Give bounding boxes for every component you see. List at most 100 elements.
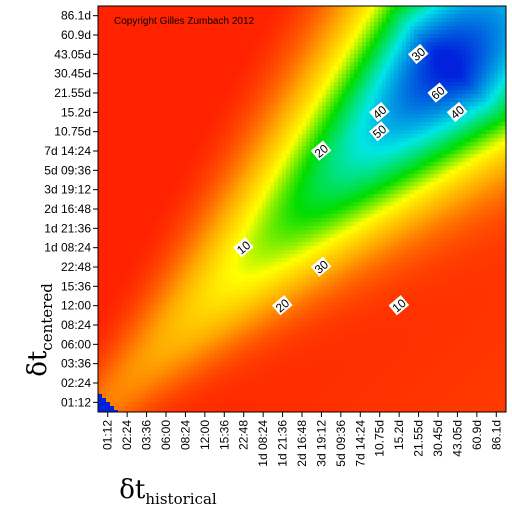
heatmap-cell [218,6,223,11]
heatmap-cell [158,6,163,11]
heatmap-cell [118,162,123,167]
heatmap-cell [238,238,243,243]
heatmap-cell [150,330,155,335]
heatmap-cell [118,206,123,211]
heatmap-cell [186,182,191,187]
heatmap-cell [254,206,259,211]
heatmap-cell [158,198,163,203]
heatmap-cell [110,154,115,159]
heatmap-cell [230,118,235,123]
heatmap-cell [122,282,127,287]
heatmap-cell [226,386,231,391]
heatmap-cell [214,366,219,371]
heatmap-cell [126,98,131,103]
heatmap-cell [218,82,223,87]
heatmap-cell [282,342,287,347]
heatmap-cell [254,306,259,311]
heatmap-cell [110,170,115,175]
heatmap-cell [158,106,163,111]
heatmap-cell [234,10,239,15]
heatmap-cell [278,130,283,135]
heatmap-cell [138,146,143,151]
heatmap-cell [254,130,259,135]
heatmap-cell [166,326,171,331]
heatmap-cell [278,150,283,155]
heatmap-cell [134,126,139,131]
heatmap-cell [146,34,151,39]
heatmap-cell [162,402,167,407]
heatmap-cell [102,250,107,255]
heatmap-cell [254,394,259,399]
heatmap-cell [146,114,151,119]
heatmap-cell [122,406,127,411]
heatmap-cell [258,94,263,99]
heatmap-cell [230,42,235,47]
heatmap-cell [106,402,111,407]
heatmap-cell [278,178,283,183]
heatmap-cell [122,198,127,203]
heatmap-cell [218,114,223,119]
heatmap-cell [178,410,183,412]
heatmap-cell [198,354,203,359]
heatmap-cell [194,390,199,395]
heatmap-cell [230,274,235,279]
heatmap-cell [150,158,155,163]
heatmap-cell [278,22,283,27]
heatmap-cell [214,94,219,99]
heatmap-cell [234,46,239,51]
heatmap-cell [262,206,267,211]
heatmap-cell [274,322,279,327]
heatmap-cell [170,246,175,251]
heatmap-cell [286,130,291,135]
heatmap-cell [222,26,227,31]
heatmap-cell [146,14,151,19]
heatmap-cell [158,230,163,235]
heatmap-cell [154,202,159,207]
heatmap-cell [254,350,259,355]
heatmap-cell [214,326,219,331]
heatmap-cell [162,6,167,11]
heatmap-cell [194,94,199,99]
heatmap-cell [134,294,139,299]
heatmap-cell [234,194,239,199]
heatmap-cell [226,98,231,103]
heatmap-cell [130,394,135,399]
heatmap-cell [138,90,143,95]
heatmap-cell [262,318,267,323]
heatmap-cell [222,262,227,267]
heatmap-cell [102,350,107,355]
heatmap-cell [150,14,155,19]
heatmap-cell [266,6,271,11]
heatmap-cell [234,58,239,63]
heatmap-cell [258,54,263,59]
heatmap-cell [166,134,171,139]
heatmap-cell [146,182,151,187]
heatmap-cell [174,38,179,43]
heatmap-cell [110,98,115,103]
heatmap-cell [282,170,287,175]
heatmap-cell [194,338,199,343]
heatmap-cell [126,406,131,411]
heatmap-cell [174,290,179,295]
heatmap-cell [234,282,239,287]
heatmap-cell [110,54,115,59]
heatmap-cell [206,358,211,363]
heatmap-cell [102,90,107,95]
heatmap-cell [198,290,203,295]
heatmap-cell [278,94,283,99]
heatmap-cell [210,42,215,47]
heatmap-cell [150,182,155,187]
heatmap-cell [134,110,139,115]
heatmap-cell [150,34,155,39]
heatmap-cell [266,338,271,343]
heatmap-cell [222,398,227,403]
heatmap-cell [290,342,295,347]
heatmap-cell [118,326,123,331]
heatmap-cell [122,66,127,71]
heatmap-cell [138,110,143,115]
heatmap-cell [162,358,167,363]
heatmap-cell [210,214,215,219]
heatmap-cell [110,118,115,123]
heatmap-cell [246,226,251,231]
heatmap-cell [178,250,183,255]
